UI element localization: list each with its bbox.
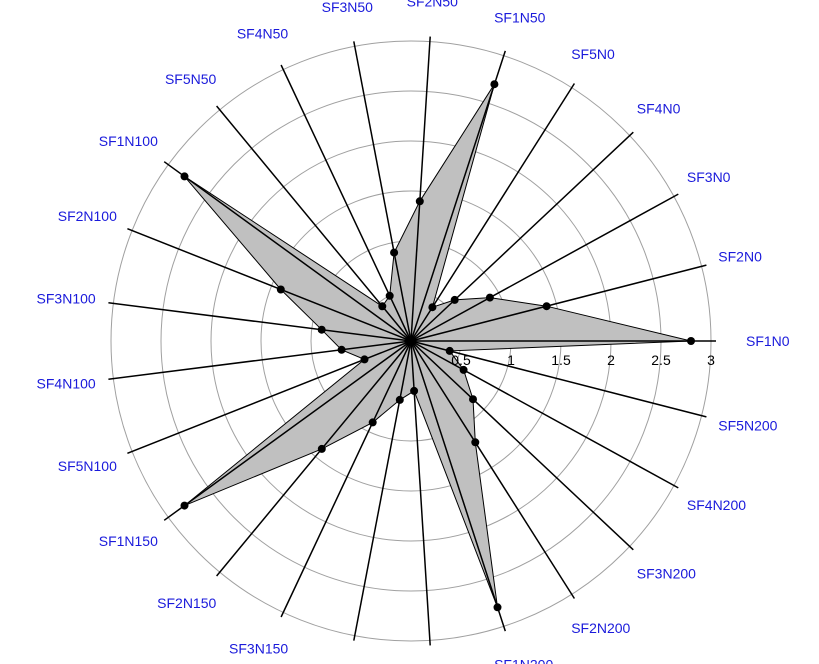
data-point [415,197,424,206]
tick-label: 2.5 [651,352,671,368]
spoke-line [163,340,412,521]
spoke-line [410,340,707,418]
tick-label: 0.5 [451,352,471,368]
spoke-line [108,340,412,380]
data-point [485,293,494,302]
spoke-line [410,50,507,342]
spoke-line [353,41,412,342]
spoke-label: SF5N100 [58,458,117,474]
spoke-label: SF5N50 [165,71,217,87]
spoke-line [216,340,412,577]
data-point [390,248,399,257]
spoke-label: SF2N50 [407,0,459,10]
data-point [459,365,468,374]
data-point [542,302,551,311]
spoke-label: SF3N150 [229,641,288,657]
spoke-label: SF4N50 [237,25,289,41]
spoke-label: SF5N200 [718,418,777,434]
spoke-label: SF4N200 [687,497,746,513]
spoke-label: SF2N200 [571,620,630,636]
data-point [490,80,499,89]
spoke-label: SF2N0 [718,248,762,264]
radar-data-points [180,80,695,612]
spoke-label: SF3N200 [637,566,696,582]
data-point [317,444,326,453]
spoke-line [280,340,412,618]
spoke-label: SF4N0 [637,100,681,116]
spoke-label: SF4N100 [37,376,96,392]
data-point [317,325,326,334]
spoke-line [353,340,412,641]
spoke-line [410,340,634,551]
spoke-labels: SF1N0 SF2N0 SF3N0 SF4N0 SF5N0 SF1N50 SF2N50 SF3… [37,0,790,664]
spoke-line [410,340,507,632]
data-point [337,345,346,354]
data-polygon [184,83,692,608]
spoke-line [410,340,679,489]
tick-label: 2 [607,352,615,368]
data-point [493,603,502,612]
radar-spokes [108,36,716,646]
tick-label: 3 [707,352,715,368]
data-point [469,395,477,404]
spoke-line [108,302,412,342]
data-point [471,438,480,447]
data-point [360,355,369,364]
data-point [385,291,394,300]
spoke-label: SF2N150 [157,595,216,611]
radial-tick-labels: 0.5 1 1.5 2 2.5 3 [451,352,715,368]
spoke-line [216,105,412,342]
data-point [450,295,459,304]
spoke-label: SF3N50 [322,0,374,15]
spoke-label: SF3N0 [687,169,731,185]
data-point [368,418,377,427]
spoke-line [410,36,431,342]
spoke-label: SF1N0 [746,333,790,349]
spoke-line [410,83,576,342]
spoke-label: SF1N100 [99,133,158,149]
tick-label: 1 [507,352,515,368]
spoke-line [410,193,679,342]
data-point [687,337,695,345]
radar-data-area [184,83,692,608]
data-point [395,395,404,404]
spoke-line [163,161,412,342]
spoke-label: SF1N200 [494,656,553,664]
spoke-label: SF5N0 [571,46,615,62]
data-point [180,172,189,181]
spoke-label: SF2N100 [58,208,117,224]
spoke-label: SF3N100 [37,290,96,306]
data-point [428,303,437,312]
spoke-label: SF1N50 [494,10,546,26]
spoke-label: SF1N150 [99,533,158,549]
spoke-line [410,131,634,342]
tick-label: 1.5 [551,352,571,368]
data-point [276,285,285,294]
spoke-line [127,228,412,342]
data-point [410,386,419,395]
spoke-line [410,264,707,342]
data-point [378,302,387,311]
spoke-line [410,340,576,599]
data-point [180,501,189,510]
data-point [445,346,454,355]
